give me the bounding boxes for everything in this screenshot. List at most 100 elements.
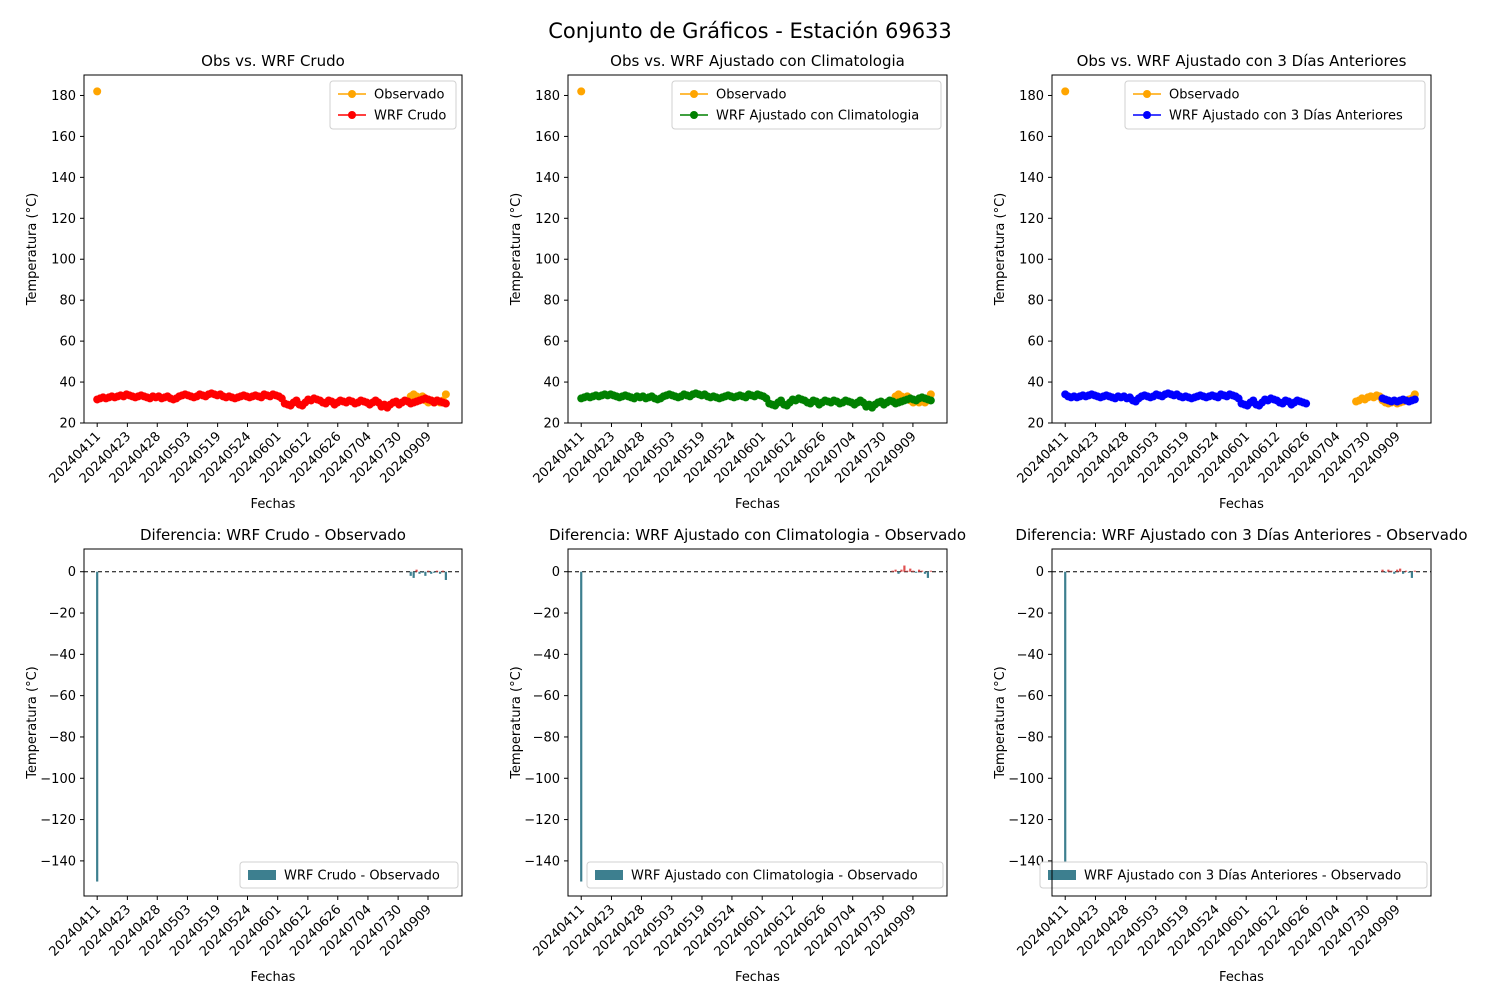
legend-label: WRF Ajustado con Climatologia	[716, 109, 919, 124]
y-tick-label: −20	[49, 607, 76, 622]
legend-marker	[348, 111, 356, 119]
y-tick-label: 0	[1036, 565, 1044, 580]
bar	[900, 569, 903, 572]
legend-label: WRF Crudo - Observado	[284, 869, 440, 884]
subplot-1: Obs vs. WRF Crudo 20 40 60 80 100 120 140 160 180…	[25, 52, 463, 512]
legend-box	[586, 861, 944, 889]
y-tick-label: −140	[40, 854, 76, 869]
legend: WRF Ajustado con 3 Días Anteriores - Obs…	[1039, 861, 1428, 889]
y-tick-label: 160	[51, 130, 76, 145]
data-point	[441, 399, 450, 408]
bar	[580, 571, 583, 882]
y-tick-label: 180	[535, 89, 560, 104]
y-tick-label: 120	[1019, 212, 1044, 227]
y-tick-label: −120	[40, 813, 76, 828]
bar	[415, 569, 418, 572]
series-0	[93, 87, 450, 407]
data-point	[577, 87, 586, 96]
bar	[891, 570, 894, 572]
bar	[1381, 569, 1384, 572]
y-tick-label: −40	[1017, 648, 1044, 663]
y-tick-label: 100	[1019, 253, 1044, 268]
y-tick-label: 0	[68, 565, 76, 580]
legend-box	[1124, 80, 1426, 130]
y-tick-label: 20	[1027, 417, 1044, 432]
y-tick-label: −40	[49, 648, 76, 663]
legend-box	[239, 861, 459, 889]
bar	[1407, 571, 1411, 573]
y-tick-label: 180	[51, 89, 76, 104]
data-point	[1302, 399, 1311, 408]
y-tick-label: 140	[51, 171, 76, 186]
series-1	[93, 389, 450, 412]
legend-box	[1039, 861, 1428, 889]
y-axis-label: Temperatura (°C)	[25, 193, 40, 306]
bar	[430, 571, 433, 574]
subplot-4: Diferencia: WRF Crudo - Observado 0 −20 −40…	[25, 526, 463, 985]
legend: Observado WRF Ajustado con Climatologia	[671, 80, 942, 130]
y-tick-label: 100	[51, 253, 76, 268]
y-tick-label: 120	[51, 212, 76, 227]
series-0	[577, 87, 935, 407]
legend: WRF Crudo - Observado	[239, 861, 459, 889]
bar	[1399, 568, 1402, 572]
legend-marker	[1143, 111, 1151, 119]
axes-frame	[83, 74, 463, 424]
y-tick-label: 40	[59, 376, 76, 391]
bar	[929, 570, 932, 572]
y-tick-label: 180	[1019, 89, 1044, 104]
x-axis-label: Fechas	[251, 497, 296, 512]
subplot-title: Obs vs. WRF Ajustado con 3 Días Anterior…	[1077, 52, 1407, 70]
figure-suptitle: Conjunto de Gráficos - Estación 69633	[548, 19, 952, 43]
legend: Observado WRF Crudo	[329, 80, 457, 130]
y-tick-label: 80	[59, 294, 76, 309]
bar	[912, 570, 915, 572]
bar	[1384, 571, 1387, 573]
bar	[1401, 571, 1405, 574]
y-axis-label: Temperatura (°C)	[993, 666, 1008, 779]
data-point	[441, 390, 450, 399]
bar	[1387, 569, 1390, 572]
y-tick-label: −120	[1008, 813, 1044, 828]
subplot-5: Diferencia: WRF Ajustado con Climatologi…	[509, 526, 966, 985]
y-tick-label: 100	[535, 253, 560, 268]
x-axis-label: Fechas	[1219, 497, 1264, 512]
y-tick-label: −120	[524, 813, 560, 828]
legend-label: Observado	[1169, 88, 1240, 103]
x-axis-label: Fechas	[735, 970, 780, 985]
bar	[1404, 570, 1408, 572]
y-tick-label: −100	[524, 772, 560, 787]
y-tick-label: −60	[1017, 689, 1044, 704]
bar	[926, 571, 930, 578]
legend-marker	[1143, 90, 1151, 98]
y-tick-label: −20	[1017, 607, 1044, 622]
y-tick-label: −140	[524, 854, 560, 869]
y-axis-label: Temperatura (°C)	[509, 193, 524, 306]
y-tick-label: −80	[49, 730, 76, 745]
bar	[435, 570, 439, 572]
bar	[909, 568, 912, 572]
subplot-6: Diferencia: WRF Ajustado con 3 Días Ante…	[993, 526, 1468, 985]
bar	[1413, 570, 1416, 572]
bar	[444, 571, 447, 580]
y-tick-label: 140	[535, 171, 560, 186]
legend-label: WRF Ajustado con Climatologia - Observad…	[631, 869, 918, 884]
y-tick-label: 80	[1027, 294, 1044, 309]
bar	[409, 571, 412, 576]
y-axis-label: Temperatura (°C)	[509, 666, 524, 779]
bar	[433, 571, 436, 573]
legend: Observado WRF Ajustado con 3 Días Anterio…	[1124, 80, 1426, 130]
y-tick-label: 60	[543, 335, 560, 350]
legend-swatch	[248, 870, 276, 880]
axes-frame	[567, 548, 948, 897]
bar	[441, 570, 445, 572]
bar	[897, 571, 900, 574]
y-tick-label: −80	[533, 730, 560, 745]
bar	[1064, 571, 1067, 882]
y-tick-label: −60	[49, 689, 76, 704]
y-tick-label: −140	[1008, 854, 1044, 869]
y-tick-label: −80	[1017, 730, 1044, 745]
y-tick-label: 40	[543, 376, 560, 391]
legend-box	[329, 80, 457, 130]
